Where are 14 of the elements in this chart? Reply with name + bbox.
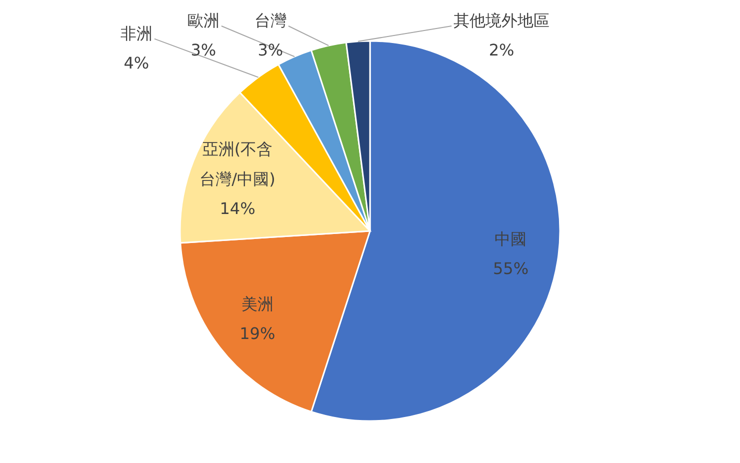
data-label: 55% xyxy=(492,258,529,278)
slice-label: 台灣 xyxy=(254,10,286,30)
data-label: 3% xyxy=(258,40,284,60)
slice-label: 非洲 xyxy=(120,23,152,42)
slice-label: 中國 xyxy=(494,228,527,248)
data-label: 4% xyxy=(124,53,150,72)
slice-label: 歐洲 xyxy=(187,10,220,30)
data-label: 2% xyxy=(488,40,514,60)
data-label: 19% xyxy=(240,324,276,343)
data-label: 14% xyxy=(220,199,256,218)
slice-label: 其他境外地區 xyxy=(454,10,550,30)
slice-label: 亞洲(不含台灣/中國) xyxy=(200,139,276,188)
slice-label: 美洲 xyxy=(241,294,274,313)
data-label: 3% xyxy=(190,40,216,60)
